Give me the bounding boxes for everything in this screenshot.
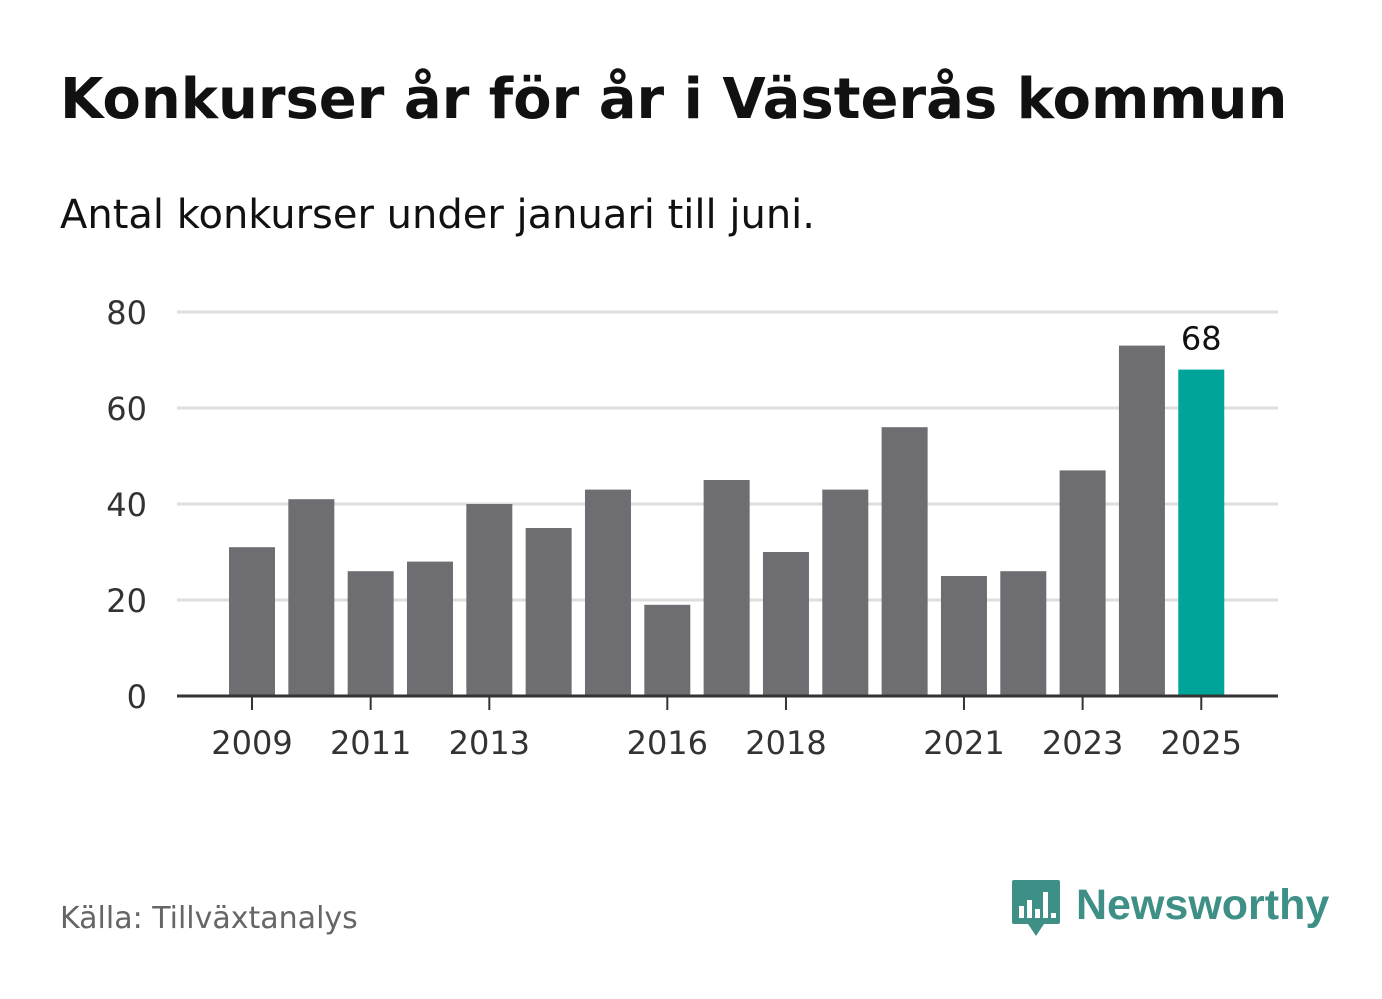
chart-title: Konkurser år för år i Västerås kommun xyxy=(60,67,1288,132)
bar-2012 xyxy=(406,561,453,696)
y-tick-label: 80 xyxy=(106,294,147,332)
y-tick-label: 0 xyxy=(127,678,147,716)
bar-2011 xyxy=(347,571,394,696)
x-tick-label: 2013 xyxy=(449,724,530,762)
bar-2025 xyxy=(1178,369,1225,696)
bar-chart-speech-bubble-icon xyxy=(1012,880,1060,936)
bar-2015 xyxy=(584,489,631,696)
brand-name: Newsworthy xyxy=(1076,881,1330,929)
bar-2010 xyxy=(288,499,335,696)
x-tick-label: 2018 xyxy=(745,724,826,762)
bar-2023 xyxy=(1059,470,1106,696)
x-tick-label: 2011 xyxy=(330,724,411,762)
x-tick-label: 2021 xyxy=(923,724,1004,762)
bar-2013 xyxy=(466,504,513,696)
brand-logo: Newsworthy xyxy=(1010,878,1329,942)
bar-2024 xyxy=(1118,345,1165,696)
bar-2017 xyxy=(703,480,750,696)
bar-2018 xyxy=(762,552,809,696)
source-note: Källa: Tillväxtanalys xyxy=(60,901,358,936)
y-tick-label: 20 xyxy=(106,582,147,620)
y-tick-label: 60 xyxy=(106,390,147,428)
data-label: 68 xyxy=(1181,320,1222,358)
x-tick-label: 2025 xyxy=(1161,724,1242,762)
x-tick-label: 2016 xyxy=(627,724,708,762)
bar-2009 xyxy=(229,547,275,696)
bar-2021 xyxy=(940,576,987,696)
y-tick-label: 40 xyxy=(106,486,147,524)
bar-chart: 0 20 40 60 80 68 2009 2011 2013 2016 2018 2021 2023 2… xyxy=(106,294,1278,762)
bar-2014 xyxy=(525,528,572,696)
chart-subtitle: Antal konkurser under januari till juni. xyxy=(60,192,815,238)
bar-2016 xyxy=(644,604,691,696)
x-tick-label: 2009 xyxy=(211,724,292,762)
bar-2019 xyxy=(822,489,869,696)
bar-2020 xyxy=(881,427,928,696)
bar-2022 xyxy=(1000,571,1047,696)
x-tick-label: 2023 xyxy=(1042,724,1123,762)
